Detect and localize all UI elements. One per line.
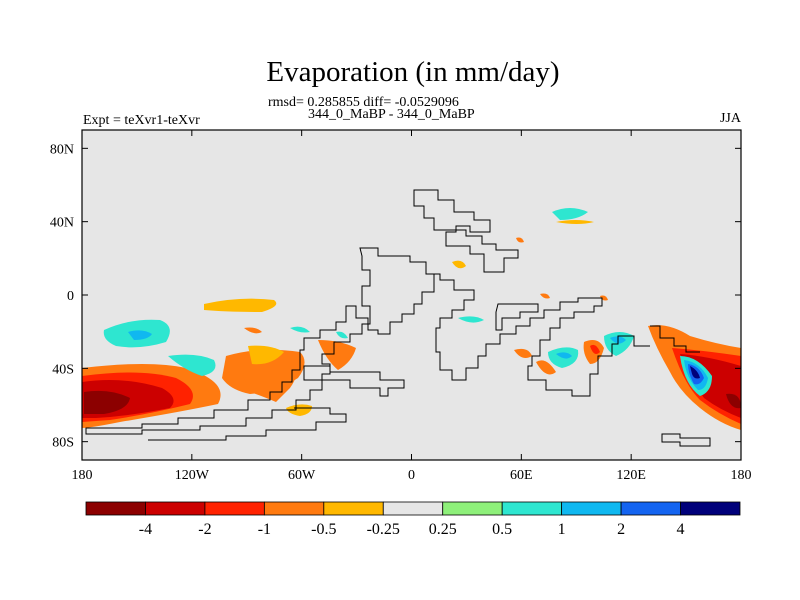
anomaly-south-atlantic-patch <box>286 404 312 416</box>
colorbar-swatch <box>382 501 444 516</box>
coastline-south-america-tail <box>303 365 405 397</box>
lon-tick-label: 60E <box>510 468 533 483</box>
coastline-americas <box>85 247 435 435</box>
colorbar-swatch <box>263 501 325 516</box>
longitude-axis: 180 120W 60W 0 60E 120E 180 <box>72 130 752 483</box>
lat-tick-label: 80S <box>52 436 74 451</box>
lon-tick-label: 120E <box>616 468 646 483</box>
coastline-antarctic-east <box>661 433 711 447</box>
anomaly-south-america-orange <box>318 340 356 370</box>
colorbar-swatch <box>145 501 206 516</box>
page-title: Evaporation (in mm/day) <box>266 56 560 88</box>
anomaly-green-stripe <box>290 326 310 333</box>
anomaly-layer <box>82 208 741 430</box>
colorbar-label: -4 <box>139 521 152 538</box>
anomaly-south-pacific-tail <box>242 361 298 402</box>
anomaly-indian-orange-1 <box>514 348 532 358</box>
anomaly-south-atlantic-east <box>248 345 284 365</box>
anomaly-indian-orange-2 <box>536 360 556 375</box>
colorbar-label: -2 <box>198 521 211 538</box>
colorbar-swatch <box>442 501 503 516</box>
stats-line: rmsd= 0.285855 diff= -0.0529096 <box>268 95 459 110</box>
anomaly-arabia-dot <box>540 293 550 299</box>
anomaly-east-australia-core <box>726 393 741 409</box>
colorbar-swatch <box>323 501 384 516</box>
lon-tick-label: 60W <box>288 468 316 483</box>
lon-tick-label: 180 <box>72 468 93 483</box>
colorbar-label: 0.5 <box>492 521 512 538</box>
anomaly-indian-orange-core <box>590 344 600 354</box>
anomaly-tropical-pacific-green <box>168 354 216 376</box>
anomaly-north-pacific-band <box>204 298 277 312</box>
anomaly-indian-ocean-cyan <box>556 352 572 359</box>
lat-tick-label: 80N <box>50 142 74 157</box>
colorbar-label: 2 <box>617 521 625 538</box>
lat-tick-label: 0 <box>67 289 74 304</box>
coastline-africa <box>426 273 650 397</box>
lon-tick-label: 0 <box>408 468 415 483</box>
colorbar-label: 0.25 <box>429 521 457 538</box>
coastline-africa-eurasia <box>413 189 519 273</box>
anomaly-central-pacific-cyan <box>128 330 152 340</box>
lat-tick-label: 40N <box>50 216 74 231</box>
colorbar-label: -1 <box>258 521 271 538</box>
anomaly-sahara-patch <box>452 260 466 269</box>
coastlines <box>85 189 711 447</box>
colorbar-label: 4 <box>677 521 685 538</box>
case-label: 344_0_MaBP - 344_0_MaBP <box>308 107 475 122</box>
coastline-india <box>495 303 539 331</box>
lon-tick-label: 120W <box>175 468 210 483</box>
colorbar-swatch <box>561 501 622 516</box>
anomaly-atlantic-orange <box>244 327 262 334</box>
season-label: JJA <box>719 111 741 126</box>
colorbar <box>85 501 741 516</box>
anomaly-green-dot <box>336 331 348 339</box>
lat-tick-label: 40S <box>52 362 74 377</box>
colorbar-swatch <box>680 501 741 516</box>
colorbar-swatch <box>620 501 681 516</box>
colorbar-swatch <box>501 501 563 516</box>
lon-tick-label: 180 <box>731 468 752 483</box>
anomaly-eurasia-dot <box>516 237 524 243</box>
colorbar-labels: -4 -2 -1 -0.5 -0.25 0.25 0.5 1 2 4 <box>139 521 685 538</box>
coastline-australia <box>650 325 700 353</box>
colorbar-label: -0.25 <box>367 521 400 538</box>
experiment-label: Expt = teXvr1-teXvr <box>83 113 200 128</box>
colorbar-label: 1 <box>558 521 566 538</box>
anomaly-indian-green-1 <box>458 316 484 323</box>
anomaly-south-pacific-west-core <box>84 390 130 414</box>
anomaly-east-australia-navy <box>690 366 700 379</box>
latitude-axis: 80N 40N 0 40S 80S <box>50 142 741 451</box>
colorbar-swatch <box>204 501 265 516</box>
coastline-antarctic-arm <box>148 407 347 441</box>
colorbar-label: -0.5 <box>311 521 336 538</box>
colorbar-swatch <box>85 501 146 516</box>
anomaly-north-asia-green <box>552 208 588 220</box>
anomaly-north-asia-orange <box>556 220 594 224</box>
